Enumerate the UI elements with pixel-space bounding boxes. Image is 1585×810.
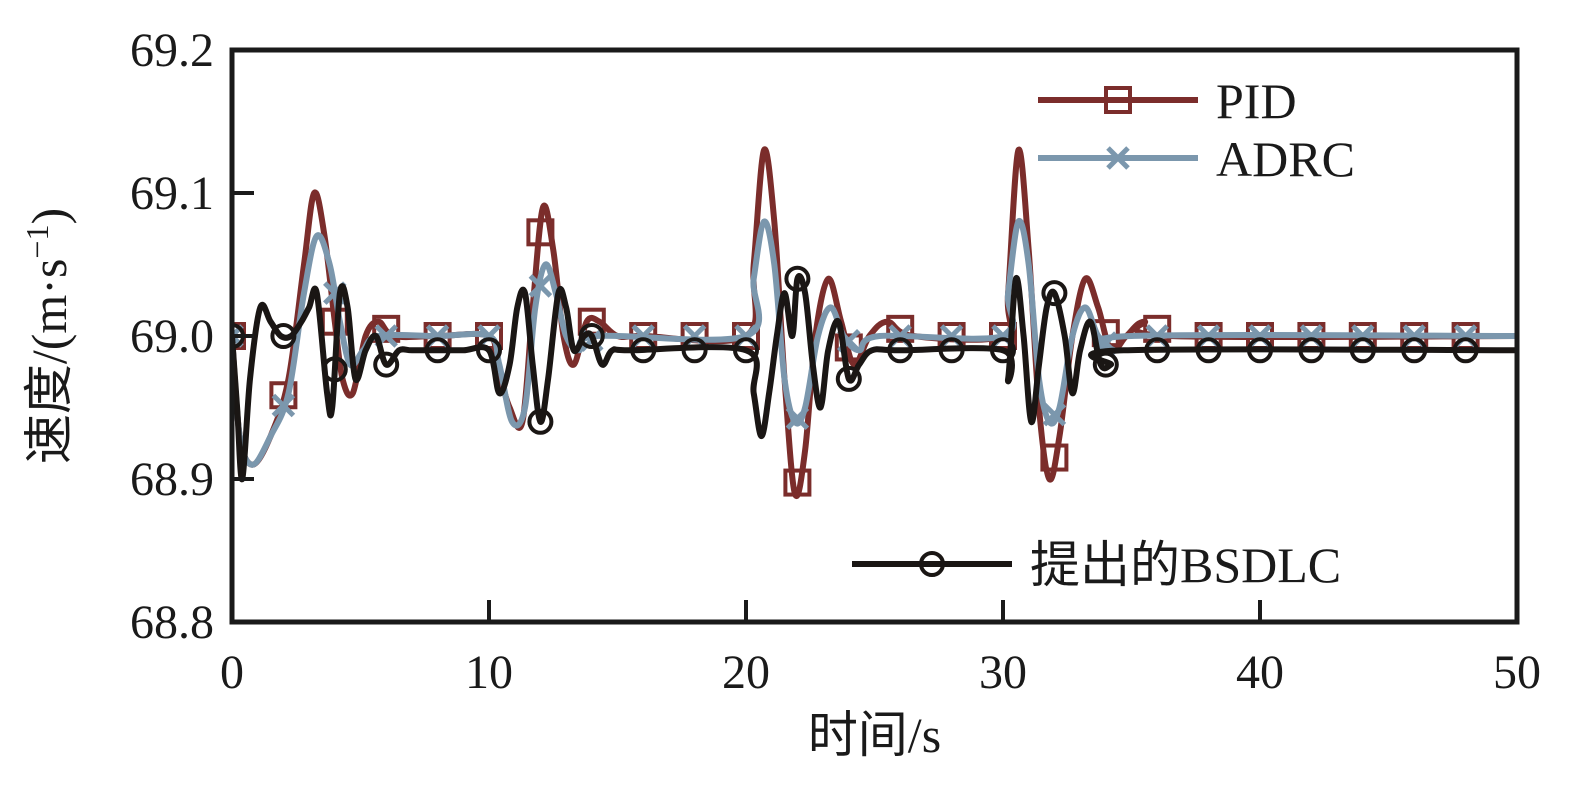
x-tick-label: 30: [979, 646, 1027, 699]
y-axis-title-main: 速度/(m·s: [21, 259, 77, 465]
marker-adrc: [1042, 402, 1067, 427]
y-tick-label: 69.1: [130, 167, 214, 220]
legend-label-adrc: ADRC: [1216, 131, 1355, 187]
marker-bsdlc: [527, 408, 554, 435]
x-tick-label: 0: [220, 646, 244, 699]
y-axis-title: 速度/(m·s−1): [19, 208, 77, 464]
series-line-bsdlc: [232, 272, 1517, 483]
marker-bsdlc: [270, 323, 297, 349]
marker-pid: [526, 218, 555, 247]
marker-bsdlc: [1041, 280, 1068, 307]
legend-item-pid: PID: [1038, 73, 1297, 129]
marker-bsdlc: [990, 337, 1016, 364]
ticks-layer: 0 10 20 30 40 50 68.8 68.9 69.0 69.1 69.2: [130, 24, 1541, 699]
marker-bsdlc: [1247, 337, 1273, 364]
marker-bsdlc: [1349, 337, 1376, 364]
y-tick-label: 68.8: [130, 596, 214, 649]
marker-adrc: [528, 274, 553, 298]
marker-pid: [372, 314, 401, 343]
marker-bsdlc: [373, 351, 400, 378]
legend-marker-adrc: [1106, 146, 1130, 170]
marker-bsdlc: [1092, 351, 1119, 378]
marker-bsdlc: [630, 337, 657, 364]
series-bsdlc: [232, 265, 1517, 483]
marker-adrc: [271, 393, 296, 418]
series-pid: [232, 146, 1517, 499]
y-tick-label: 68.9: [130, 453, 214, 506]
marker-bsdlc: [1298, 337, 1325, 364]
marker-bsdlc: [1144, 337, 1171, 364]
x-tick-label: 20: [722, 646, 770, 699]
x-tick-label: 40: [1236, 646, 1284, 699]
marker-bsdlc: [784, 265, 811, 292]
marker-bsdlc: [424, 337, 451, 364]
marker-bsdlc: [733, 337, 759, 364]
x-axis-title: 时间/s: [808, 707, 941, 763]
marker-bsdlc: [476, 337, 502, 364]
marker-pid: [783, 468, 812, 497]
marker-pid: [1040, 443, 1069, 472]
legend-marker-bsdlc: [919, 551, 945, 577]
y-axis-title-close: ): [21, 208, 77, 225]
series-line-pid: [232, 146, 1517, 499]
legend-item-bsdlc: 提出的BSDLC: [852, 537, 1341, 593]
marker-bsdlc: [1452, 337, 1479, 364]
marker-bsdlc: [681, 337, 708, 364]
y-tick-label: 69.2: [130, 24, 214, 77]
marker-bsdlc: [321, 356, 348, 383]
x-tick-label: 50: [1493, 646, 1541, 699]
legend-label-bsdlc: 提出的BSDLC: [1030, 537, 1341, 593]
x-tick-label: 10: [465, 646, 513, 699]
series-layer: [232, 146, 1517, 499]
marker-bsdlc: [1195, 337, 1222, 364]
marker-bsdlc: [1401, 337, 1428, 364]
marker-bsdlc: [938, 337, 965, 364]
y-tick-label: 69.0: [130, 310, 214, 363]
legend-marker-pid: [1104, 86, 1132, 114]
legend-item-adrc: ADRC: [1038, 131, 1355, 187]
marker-adrc: [785, 406, 810, 430]
legend-label-pid: PID: [1216, 73, 1297, 129]
marker-bsdlc: [887, 337, 914, 364]
marker-bsdlc: [578, 323, 605, 349]
marker-bsdlc: [835, 365, 862, 392]
y-axis-title-exponent: −1: [19, 225, 55, 259]
